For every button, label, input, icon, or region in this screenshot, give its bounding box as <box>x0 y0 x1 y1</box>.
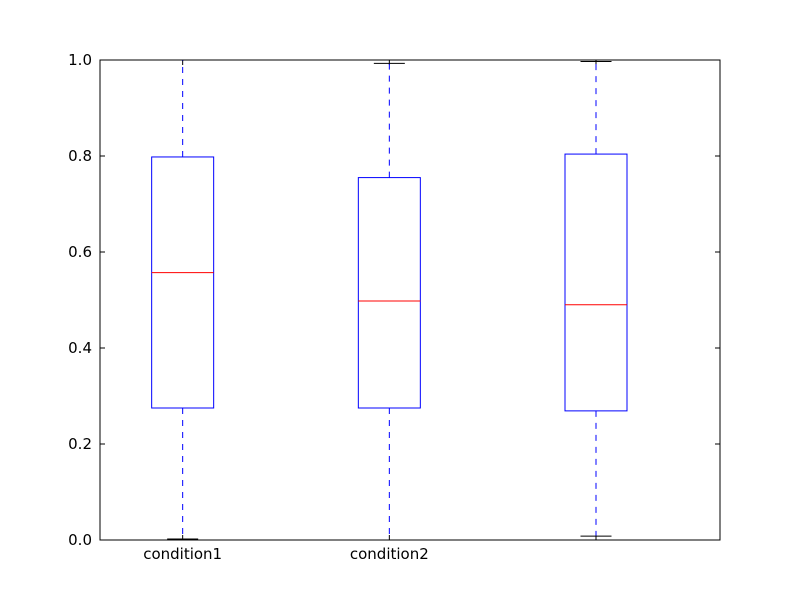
y-tick-label: 0.6 <box>68 243 92 261</box>
x-axis-tick-labels: condition1 condition2 <box>143 545 429 563</box>
x-tick-label: condition1 <box>143 545 222 563</box>
iqr-box <box>357 177 421 409</box>
iqr-box <box>151 156 215 409</box>
y-tick-label: 0.8 <box>68 147 92 165</box>
iqr-box <box>564 153 628 412</box>
y-tick-label: 0.0 <box>68 531 92 549</box>
plot-area <box>100 60 720 540</box>
y-tick-label: 1.0 <box>68 51 92 69</box>
plot-frame <box>99 59 721 541</box>
box-group <box>564 60 628 537</box>
y-tick-label: 0.4 <box>68 339 92 357</box>
x-tick-label: condition2 <box>350 545 429 563</box>
y-tick-label: 0.2 <box>68 435 92 453</box>
